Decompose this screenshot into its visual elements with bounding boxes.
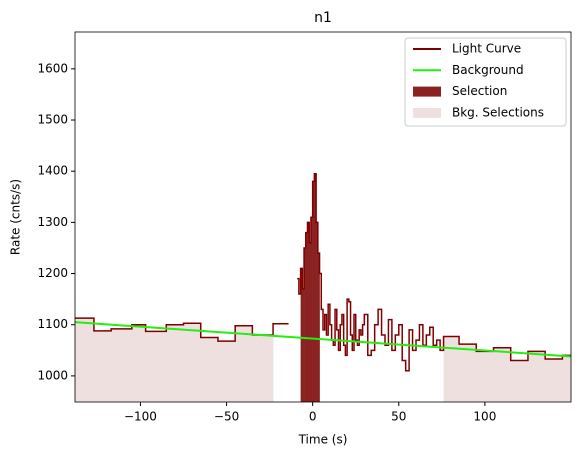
chart-title: n1 — [314, 10, 332, 26]
y-tick-label: 1300 — [37, 215, 68, 229]
region-fill — [510, 360, 529, 402]
region-fill — [111, 328, 133, 402]
region-fill — [307, 222, 310, 402]
region-fill — [545, 359, 563, 402]
x-tick-label: 50 — [391, 410, 406, 424]
legend-label: Selection — [452, 84, 507, 98]
region-fill — [131, 324, 146, 402]
region-fill — [317, 253, 320, 402]
region-fill — [145, 331, 167, 402]
region-fill — [200, 337, 219, 402]
region-fill — [459, 344, 477, 402]
x-tick-label: 100 — [473, 410, 496, 424]
region-fill — [183, 323, 202, 402]
region-fill — [309, 242, 312, 402]
x-tick-label: −50 — [214, 410, 239, 424]
legend-box — [404, 37, 567, 127]
y-axis-label: Rate (cnts/s) — [9, 179, 23, 255]
x-tick-label: 0 — [309, 410, 317, 424]
region-fill — [493, 347, 512, 402]
region-fill — [476, 351, 494, 402]
region-fill — [302, 288, 305, 402]
region-fill — [304, 247, 307, 402]
region-fill — [300, 268, 303, 402]
region-fill — [316, 222, 319, 402]
region-fill — [312, 181, 315, 402]
x-tick-label: −100 — [124, 410, 157, 424]
region-fill — [527, 351, 546, 402]
y-tick-label: 1500 — [37, 113, 68, 127]
region-fill — [305, 232, 308, 402]
region-fill — [93, 330, 112, 402]
y-tick-label: 1400 — [37, 164, 68, 178]
region-fill — [314, 173, 317, 402]
legend-swatch — [413, 86, 441, 97]
y-tick-label: 1000 — [37, 368, 68, 382]
y-tick-label: 1100 — [37, 317, 68, 331]
y-tick-label: 1200 — [37, 266, 68, 280]
region-fill — [166, 324, 184, 402]
region-fill — [235, 325, 253, 402]
y-tick-label: 1600 — [37, 61, 68, 75]
region-fill — [310, 217, 313, 402]
region-fill — [75, 318, 95, 402]
region-fill — [562, 355, 572, 402]
legend-label: Light Curve — [452, 42, 521, 56]
x-axis-label: Time (s) — [298, 433, 348, 447]
region-fill — [217, 341, 236, 402]
plot-frame — [74, 31, 572, 403]
legend-swatch — [413, 107, 441, 118]
region-fill — [252, 334, 274, 402]
region-fill — [443, 336, 460, 402]
background-line — [74, 321, 572, 358]
legend-label: Bkg. Selections — [452, 105, 544, 119]
legend-label: Background — [452, 63, 524, 77]
